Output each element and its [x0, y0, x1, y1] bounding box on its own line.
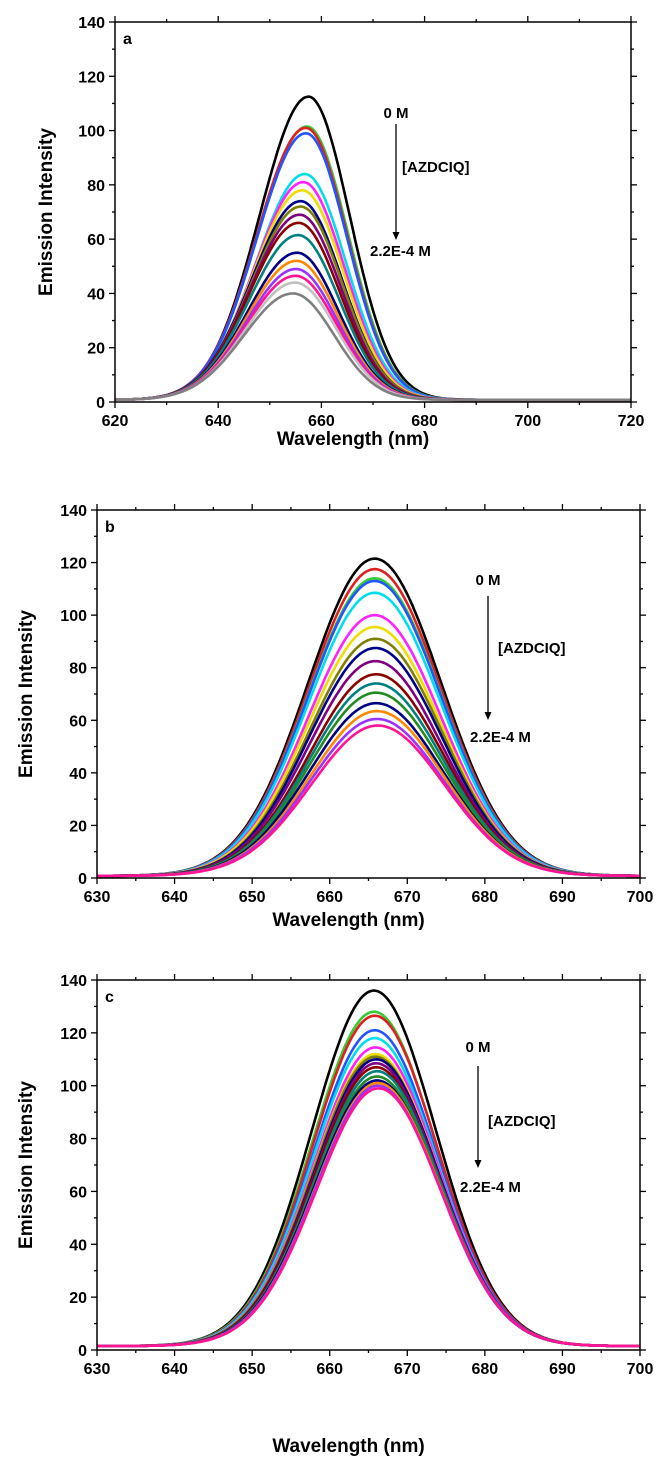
x-tick-label: 660 — [316, 1361, 343, 1378]
x-tick-label: 670 — [394, 889, 421, 906]
y-tick-label: 80 — [69, 661, 87, 678]
x-tick-label: 690 — [549, 889, 576, 906]
series-line — [97, 1069, 640, 1348]
y-tick-label: 100 — [60, 608, 87, 625]
x-tick-label: 630 — [84, 1361, 111, 1378]
series-group — [114, 95, 631, 402]
series-line — [97, 557, 640, 878]
series-line — [97, 1087, 640, 1348]
series-line — [97, 1058, 640, 1348]
x-tick-label: 700 — [627, 1361, 654, 1378]
y-tick-label: 140 — [60, 503, 87, 520]
x-tick-label: 650 — [239, 1361, 266, 1378]
x-tick-label: 630 — [84, 889, 111, 906]
y-tick-label: 100 — [78, 124, 105, 141]
y-axis-title: Emission Intensity — [16, 1081, 37, 1249]
x-tick-label: 650 — [239, 889, 266, 906]
y-tick-label: 60 — [69, 713, 87, 730]
x-tick-label: 680 — [472, 1361, 499, 1378]
panel-label: c — [105, 989, 114, 1006]
series-line — [97, 701, 640, 878]
x-tick-label: 670 — [394, 1361, 421, 1378]
y-tick-label: 20 — [69, 1290, 87, 1307]
x-tick-label: 620 — [102, 413, 129, 430]
y-tick-label: 140 — [78, 15, 105, 32]
y-tick-label: 0 — [78, 1343, 87, 1360]
annotation-quencher: [AZDCIQ] — [488, 1113, 556, 1130]
x-tick-label: 640 — [161, 1361, 188, 1378]
y-tick-label: 40 — [87, 286, 105, 303]
x-tick-label: 690 — [549, 1361, 576, 1378]
y-tick-label: 20 — [87, 341, 105, 358]
y-tick-label: 80 — [69, 1132, 87, 1149]
x-tick-label: 660 — [316, 889, 343, 906]
chart-panel-a: 620 640 660 680 700 720 0 20 40 60 80 100 120 140 Wave… — [36, 15, 644, 450]
series-line — [97, 579, 640, 878]
y-tick-label: 120 — [78, 69, 105, 86]
x-tick-label: 720 — [618, 413, 645, 430]
y-tick-label: 80 — [87, 178, 105, 195]
y-tick-label: 60 — [69, 1184, 87, 1201]
annotation-arrow-head — [484, 712, 492, 720]
annotation-start: 0 M — [475, 572, 500, 589]
series-line — [97, 1079, 640, 1348]
series-line — [97, 1062, 640, 1348]
chart-panel-c: 630 640 650 660 670 680 690 700 0 20 40 60 80 100 120 1… — [16, 973, 653, 1457]
y-tick-label: 0 — [96, 395, 105, 412]
series-line — [97, 1075, 640, 1348]
x-tick-label: 680 — [411, 413, 438, 430]
x-tick-label: 660 — [308, 413, 335, 430]
annotation-end: 2.2E-4 M — [470, 729, 531, 746]
y-tick-label: 60 — [87, 232, 105, 249]
y-tick-label: 100 — [60, 1079, 87, 1096]
y-axis-title: Emission Intensity — [16, 610, 37, 778]
x-tick-label: 700 — [514, 413, 541, 430]
series-line — [96, 625, 640, 878]
x-tick-label: 640 — [205, 413, 232, 430]
x-axis-title: Wavelength (nm) — [272, 910, 424, 931]
y-tick-label: 40 — [69, 766, 87, 783]
y-tick-label: 0 — [78, 871, 87, 888]
annotation-start: 0 M — [383, 105, 408, 122]
series-line — [97, 989, 640, 1348]
series-group — [96, 557, 640, 878]
x-tick-label: 680 — [472, 889, 499, 906]
annotation-arrow-head — [392, 232, 400, 240]
y-axis-title: Emission Intensity — [36, 128, 57, 296]
series-line — [115, 292, 631, 402]
y-tick-label: 140 — [60, 973, 87, 990]
x-axis-title: Wavelength (nm) — [277, 429, 429, 450]
annotation-arrow-head — [474, 1160, 482, 1168]
series-line — [97, 591, 640, 878]
annotation-quencher: [AZDCIQ] — [402, 159, 470, 176]
chart-panel-b: 630 640 650 660 670 680 690 700 0 20 40 60 80 100 120 1… — [16, 503, 653, 931]
panel-label: a — [123, 31, 132, 48]
x-tick-label: 640 — [161, 889, 188, 906]
series-line — [97, 646, 640, 878]
annotation-start: 0 M — [465, 1039, 490, 1056]
annotation-quencher: [AZDCIQ] — [498, 640, 566, 657]
x-axis-title: Wavelength (nm) — [272, 1436, 424, 1457]
series-line — [97, 1065, 640, 1348]
plot-frame — [96, 979, 641, 1351]
y-tick-label: 120 — [60, 1026, 87, 1043]
x-tick-label: 700 — [627, 889, 654, 906]
series-line — [97, 1052, 640, 1348]
series-line — [97, 717, 640, 878]
y-tick-label: 40 — [69, 1237, 87, 1254]
series-line — [97, 1084, 640, 1348]
series-group — [97, 989, 640, 1348]
series-line — [97, 1081, 640, 1348]
series-line — [97, 724, 640, 878]
annotation-end: 2.2E-4 M — [370, 243, 431, 260]
series-line — [97, 709, 640, 878]
annotation-end: 2.2E-4 M — [460, 1179, 521, 1196]
panel-label: b — [105, 519, 115, 536]
y-tick-label: 20 — [69, 818, 87, 835]
y-tick-label: 120 — [60, 556, 87, 573]
series-line — [97, 1055, 640, 1348]
